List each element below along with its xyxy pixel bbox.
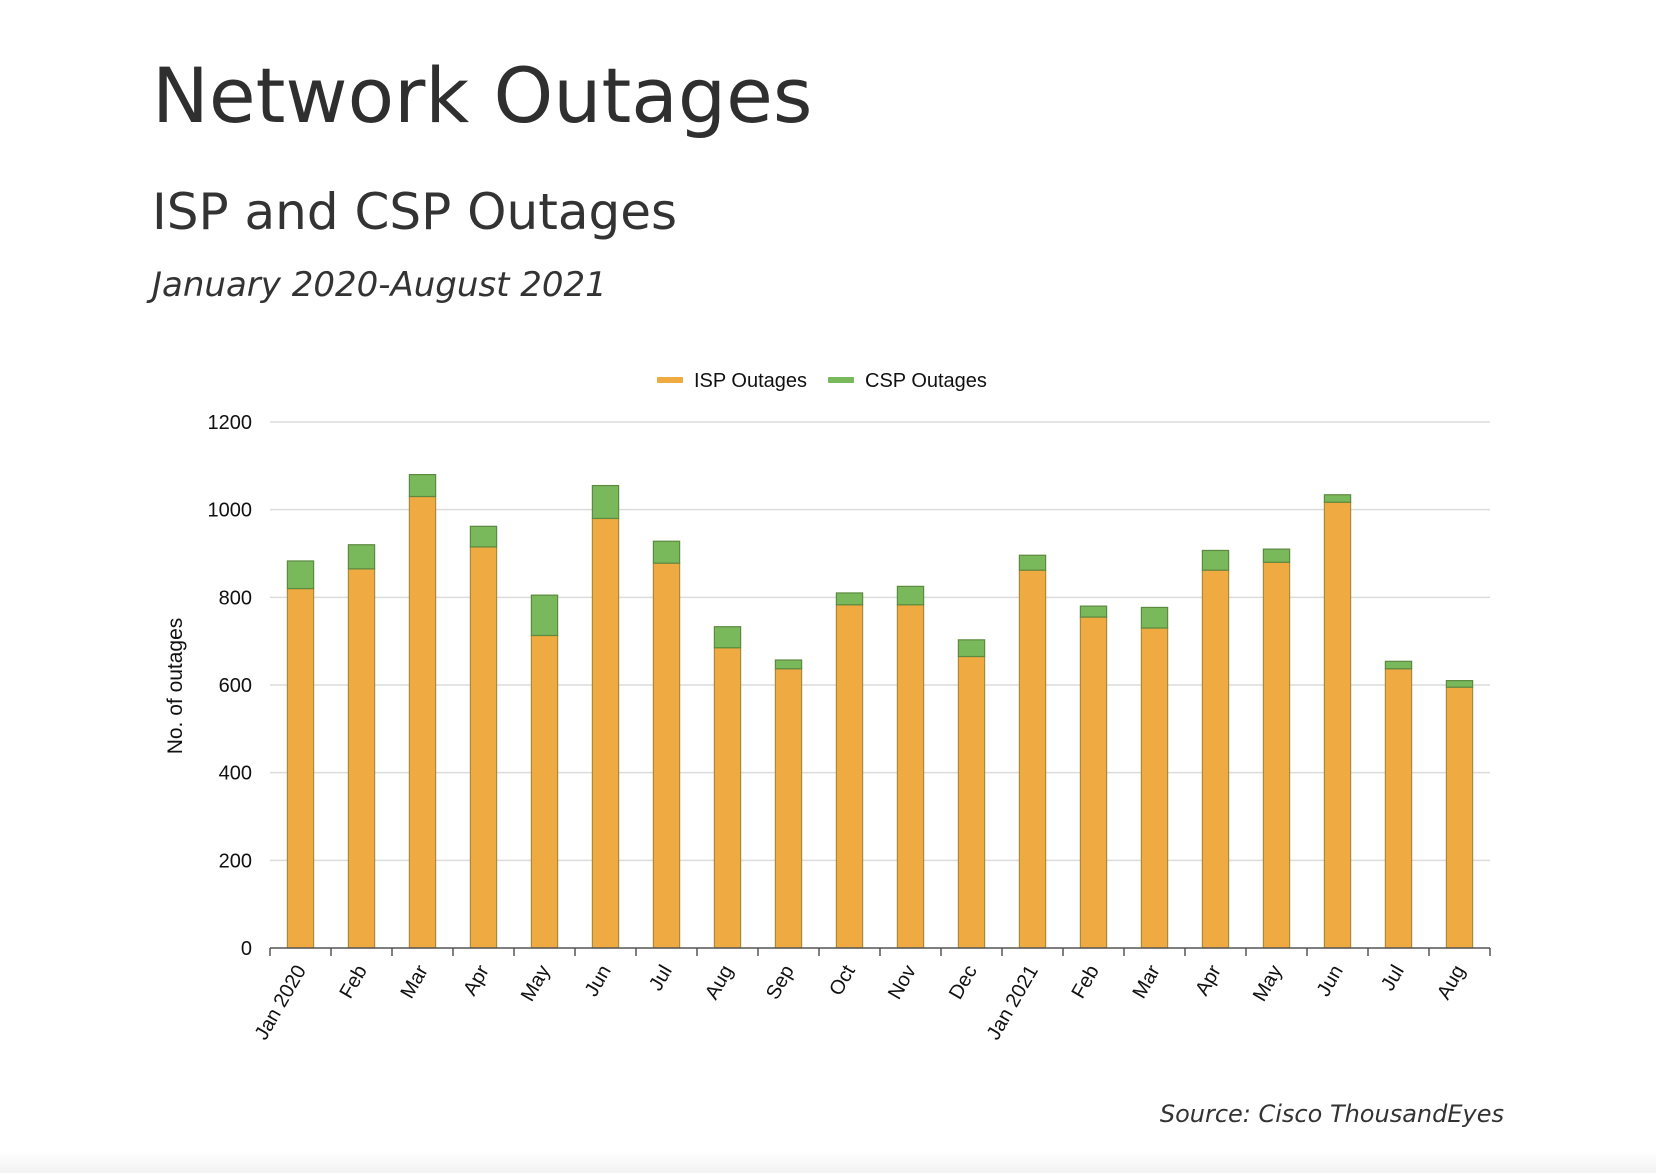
x-tick-label: Apr bbox=[1191, 961, 1226, 999]
gridlines bbox=[270, 421, 1490, 862]
bar-csp-outages bbox=[896, 585, 925, 606]
bar-isp-outages bbox=[1445, 686, 1474, 949]
y-axis-ticks: 0 200 400 600 800 1000 1200 bbox=[208, 412, 253, 960]
bar-isp-outages bbox=[896, 604, 925, 949]
legend-label: ISP Outages bbox=[694, 370, 807, 392]
bottom-band bbox=[0, 1151, 1656, 1173]
x-axis bbox=[269, 947, 1491, 956]
bars bbox=[286, 474, 1474, 949]
bar-isp-outages bbox=[835, 604, 864, 949]
bar-csp-outages bbox=[1079, 605, 1108, 618]
x-tick-label: Jan 2020 bbox=[251, 962, 311, 1044]
x-tick-label: Jul bbox=[1377, 962, 1409, 995]
bar-isp-outages bbox=[957, 655, 986, 949]
bar-isp-outages bbox=[469, 546, 498, 949]
bar-isp-outages bbox=[1079, 616, 1108, 949]
y-tick-label: 0 bbox=[241, 938, 252, 960]
x-tick-label: Oct bbox=[825, 961, 860, 999]
bar-isp-outages bbox=[713, 647, 742, 949]
legend: ISP Outages CSP Outages bbox=[657, 370, 987, 392]
bar-csp-outages bbox=[835, 592, 864, 606]
legend-swatch bbox=[657, 377, 683, 383]
bar-csp-outages bbox=[713, 626, 742, 649]
bar-csp-outages bbox=[652, 540, 681, 564]
legend-swatch bbox=[828, 377, 854, 383]
x-tick-label: Jul bbox=[645, 962, 677, 995]
date-range: January 2020-August 2021 bbox=[152, 265, 607, 305]
bar-csp-outages bbox=[1262, 548, 1291, 563]
source-note: Source: Cisco ThousandEyes bbox=[1159, 1100, 1504, 1128]
bar-isp-outages bbox=[1323, 501, 1352, 949]
bar-isp-outages bbox=[1018, 569, 1047, 949]
y-tick-label: 600 bbox=[219, 675, 252, 697]
x-tick-label: Feb bbox=[1068, 962, 1104, 1003]
x-tick-label: Aug bbox=[701, 962, 738, 1004]
y-axis-label: No. of outages bbox=[164, 618, 187, 755]
bar-csp-outages bbox=[1384, 660, 1413, 670]
bar-isp-outages bbox=[774, 668, 803, 949]
x-tick-label: Mar bbox=[1129, 961, 1165, 1002]
bar-isp-outages bbox=[530, 634, 559, 949]
bar-csp-outages bbox=[286, 560, 315, 590]
bar-csp-outages bbox=[1323, 494, 1352, 503]
bar-isp-outages bbox=[591, 517, 620, 949]
x-tick-label: Apr bbox=[459, 961, 494, 999]
bar-csp-outages bbox=[1140, 606, 1169, 629]
y-tick-label: 400 bbox=[219, 763, 252, 785]
legend-label: CSP Outages bbox=[865, 370, 987, 392]
bar-csp-outages bbox=[774, 659, 803, 670]
bar-csp-outages bbox=[530, 594, 559, 637]
x-tick-label: Jun bbox=[1313, 962, 1348, 1001]
x-tick-label: May bbox=[1249, 962, 1287, 1006]
x-tick-label: Dec bbox=[945, 962, 982, 1004]
bar-isp-outages bbox=[652, 562, 681, 949]
bar-isp-outages bbox=[1201, 569, 1230, 949]
bar-isp-outages bbox=[286, 587, 315, 949]
bar-isp-outages bbox=[1140, 627, 1169, 949]
bar-csp-outages bbox=[469, 525, 498, 548]
bar-csp-outages bbox=[957, 639, 986, 658]
y-tick-label: 800 bbox=[219, 587, 252, 609]
bar-csp-outages bbox=[1445, 680, 1474, 688]
outages-chart: 0 200 400 600 800 1000 1200 Jan 2020 Feb Mar Apr M… bbox=[164, 370, 1491, 1044]
bar-csp-outages bbox=[347, 544, 376, 570]
page-title: Network Outages bbox=[152, 51, 813, 140]
x-tick-label: Mar bbox=[397, 961, 433, 1002]
page-subtitle: ISP and CSP Outages bbox=[152, 183, 678, 241]
bar-isp-outages bbox=[1384, 668, 1413, 949]
bar-csp-outages bbox=[1201, 549, 1230, 571]
y-tick-label: 1000 bbox=[208, 500, 253, 522]
bar-csp-outages bbox=[591, 484, 620, 520]
x-tick-label: Nov bbox=[884, 962, 921, 1004]
bar-isp-outages bbox=[408, 495, 437, 949]
x-tick-label: Jun bbox=[581, 962, 616, 1001]
x-tick-label: Feb bbox=[336, 962, 372, 1003]
x-tick-label: Sep bbox=[762, 962, 799, 1004]
x-tick-label: Aug bbox=[1433, 962, 1470, 1004]
x-tick-label: Jan 2021 bbox=[983, 962, 1043, 1044]
x-tick-label: May bbox=[517, 962, 555, 1006]
bar-isp-outages bbox=[1262, 561, 1291, 949]
y-tick-label: 200 bbox=[219, 850, 252, 872]
bar-csp-outages bbox=[1018, 554, 1047, 571]
bar-csp-outages bbox=[408, 474, 437, 498]
bar-isp-outages bbox=[347, 568, 376, 949]
y-tick-label: 1200 bbox=[208, 412, 253, 434]
x-axis-ticks: Jan 2020 Feb Mar Apr May Jun Jul Aug Sep Oct Nov De… bbox=[251, 961, 1470, 1044]
